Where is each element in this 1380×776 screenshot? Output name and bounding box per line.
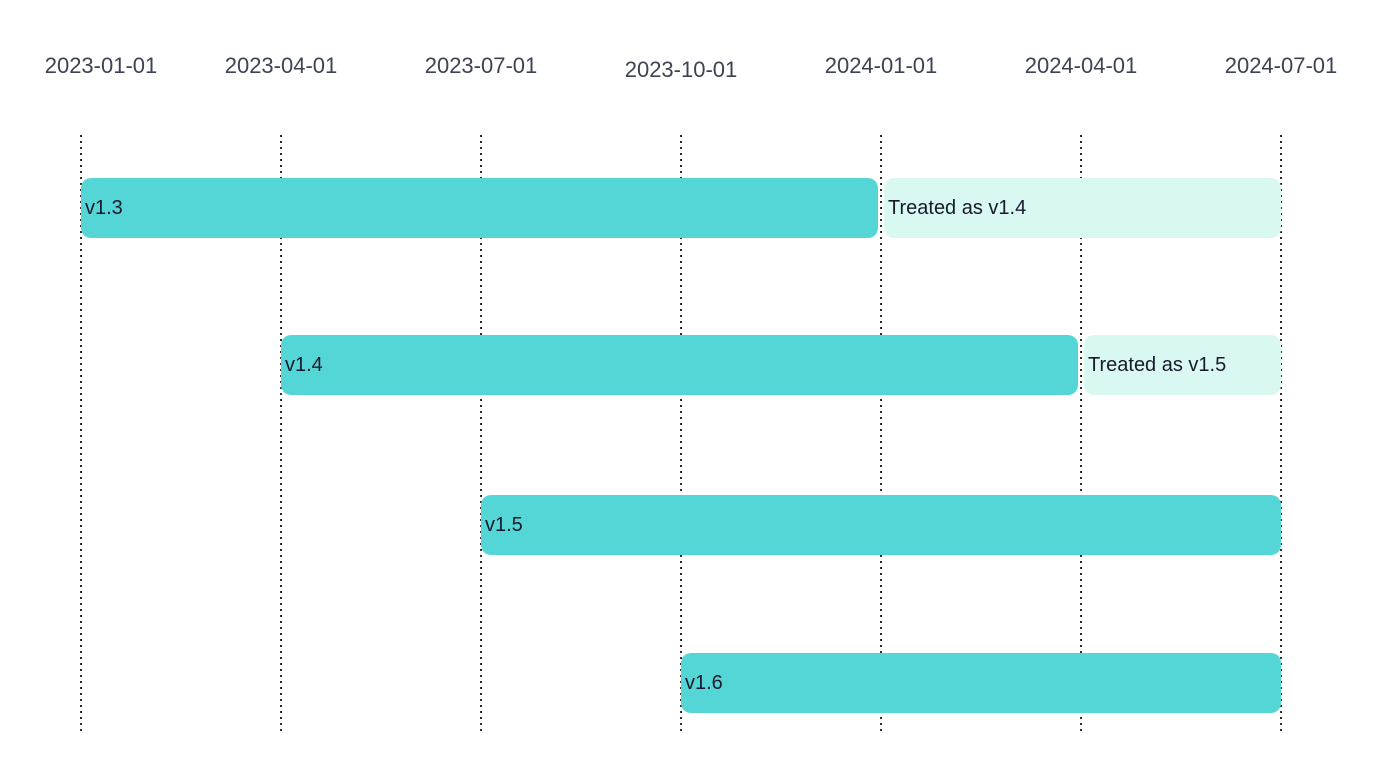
gridline xyxy=(280,135,282,735)
bar-label: v1.5 xyxy=(485,513,523,536)
axis-tick-label: 2023-07-01 xyxy=(424,53,538,78)
gridline xyxy=(480,135,482,735)
bar-label: v1.3 xyxy=(85,196,123,219)
gridline xyxy=(680,135,682,735)
bar-label: v1.6 xyxy=(685,671,723,694)
axis-tick-label: 2024-01-01 xyxy=(824,53,938,78)
gantt-bar-v1-4: v1.4 xyxy=(281,335,1078,395)
bar-label: v1.4 xyxy=(285,353,323,376)
axis-tick-label: 2023-01-01 xyxy=(44,53,158,78)
gantt-bar-v1-6: v1.6 xyxy=(681,653,1281,713)
gridline xyxy=(80,135,82,735)
axis-tick-label: 2023-04-01 xyxy=(224,53,338,78)
axis-tick-label: 2023-10-01 xyxy=(624,57,738,82)
bar-label: Treated as v1.5 xyxy=(1088,353,1227,376)
axis-tick-label: 2024-04-01 xyxy=(1024,53,1138,78)
gridline xyxy=(1080,135,1082,735)
gantt-bar-treated-as-v1-4: Treated as v1.4 xyxy=(884,178,1281,238)
gridline xyxy=(880,135,882,735)
gantt-bar-treated-as-v1-5: Treated as v1.5 xyxy=(1084,335,1281,395)
gantt-bar-v1-3: v1.3 xyxy=(81,178,878,238)
bar-label: Treated as v1.4 xyxy=(888,196,1027,219)
gridline xyxy=(1280,135,1282,735)
axis-tick-label: 2024-07-01 xyxy=(1224,53,1338,78)
gantt-bar-v1-5: v1.5 xyxy=(481,495,1281,555)
